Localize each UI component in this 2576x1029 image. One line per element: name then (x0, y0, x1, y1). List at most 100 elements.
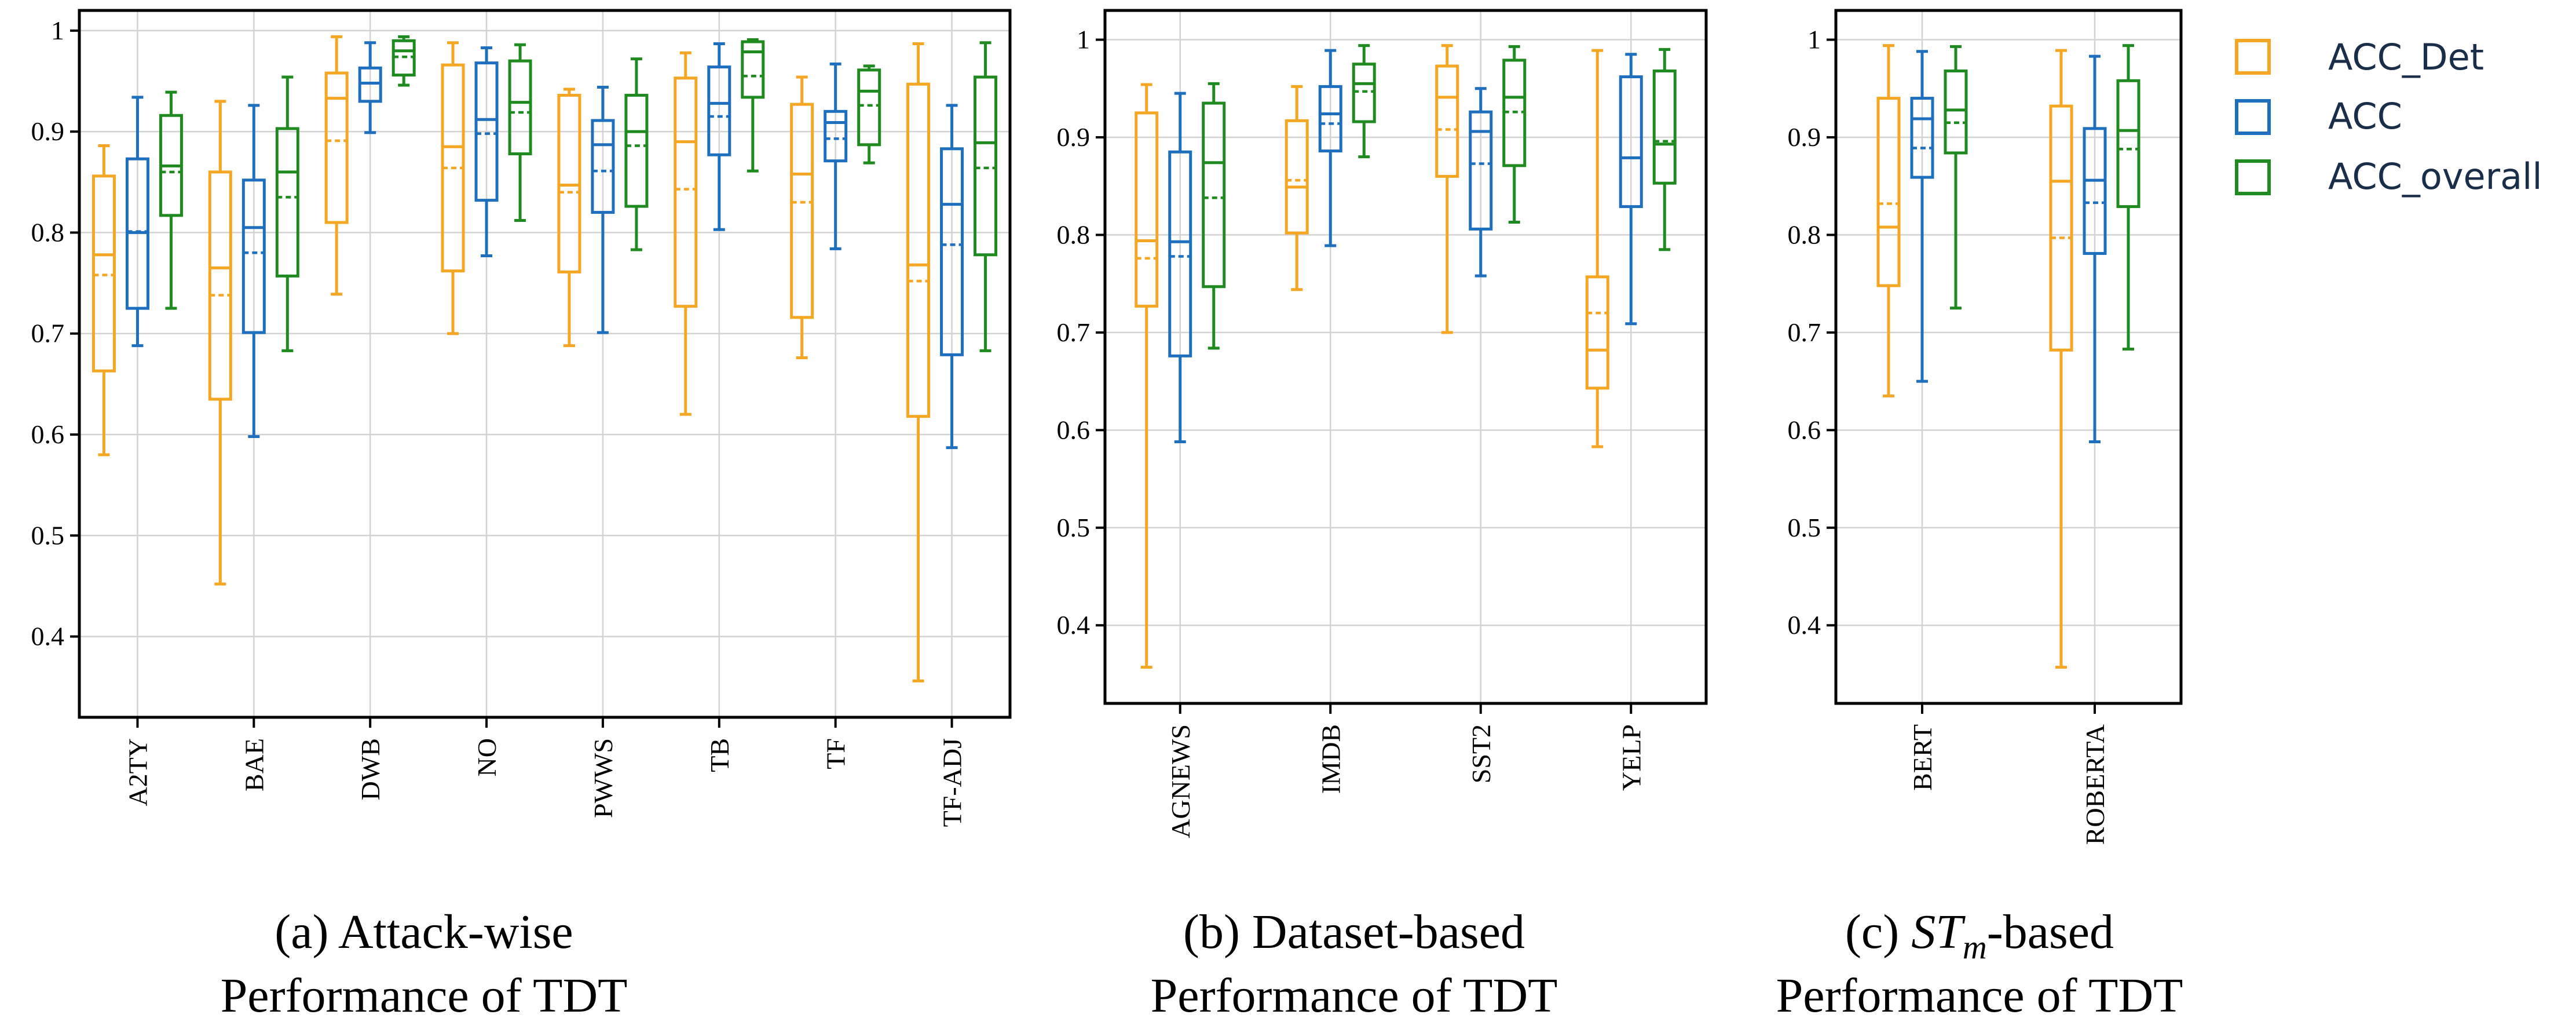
x-tick-label-imdb: IMDB (1316, 724, 1345, 794)
box-acc-det-tb (674, 51, 698, 416)
box-acc-overall-imdb (1352, 44, 1376, 159)
iqr-box (940, 147, 964, 356)
caption-a-line1: (a) Attack-wise (275, 905, 573, 959)
iqr-box (1585, 275, 1609, 390)
iqr-box (906, 82, 931, 418)
iqr-box (974, 75, 998, 257)
x-tick-label-tf-adj: TF-ADJ (938, 738, 967, 827)
box-acc-overall-no (508, 43, 532, 222)
iqr-box (1318, 85, 1342, 153)
caption-c-suffix: -based (1987, 905, 2114, 959)
box-acc-det-agnews (1135, 83, 1159, 669)
box-acc-a2ty (125, 96, 149, 348)
y-tick-label-0-4: 0.4 (31, 622, 65, 651)
y-tick-label-0-5: 0.5 (31, 520, 65, 550)
y-tick-label-0-8: 0.8 (31, 217, 65, 247)
caption-c-italic: ST (1911, 905, 1966, 959)
x-tick-label-bert: BERT (1908, 724, 1937, 791)
plot-frame (1103, 9, 1708, 705)
plot-frame (78, 9, 1012, 719)
iqr-box (674, 76, 698, 308)
x-tick-label-a2ty: A2TY (123, 738, 152, 807)
box-acc-tf (824, 62, 848, 250)
caption-c-prefix: (c) (1845, 905, 1911, 959)
box-acc-overall-tb (741, 38, 765, 173)
iqr-box (824, 110, 848, 163)
y-tick-label-0-4: 0.4 (1057, 610, 1091, 640)
box-acc-yelp (1619, 53, 1643, 326)
y-tick-label-0-7: 0.7 (1788, 318, 1821, 347)
iqr-box (741, 40, 765, 99)
box-acc-overall-a2ty (159, 90, 183, 310)
y-tick-label-0-5: 0.5 (1057, 513, 1091, 542)
legend-label-acc: ACC (2328, 95, 2402, 137)
iqr-box (1944, 69, 1968, 155)
box-acc-det-imdb (1285, 85, 1309, 291)
x-tick-label-sst2: SST2 (1466, 724, 1496, 783)
box-acc-overall-sst2 (1502, 45, 1527, 224)
iqr-box (1910, 97, 1934, 179)
box-acc-det-dwb (324, 35, 349, 296)
x-tick-label-tf: TF (821, 738, 851, 769)
x-tick-label-yelp: YELP (1616, 724, 1646, 791)
legend-swatch-acc (2235, 99, 2271, 135)
box-acc-det-pwws (557, 87, 581, 348)
caption-c-line2: Performance of TDT (1776, 969, 2183, 1023)
box-acc-roberta (2083, 54, 2107, 444)
iqr-box (1469, 110, 1493, 231)
captions: (a) Attack-wise Performance of TDT (b) D… (221, 905, 2183, 1023)
legend-label-acc-overall: ACC_overall (2328, 155, 2542, 198)
x-tick-label-tb: TB (705, 738, 734, 772)
iqr-box (275, 127, 299, 278)
box-acc-det-roberta (2049, 49, 2073, 669)
iqr-box (1285, 119, 1309, 235)
y-tick-label-1: 1 (1077, 25, 1090, 54)
iqr-box (1135, 111, 1159, 308)
box-acc-bert (1910, 50, 1934, 383)
box-acc-overall-bae (275, 75, 299, 352)
iqr-box (208, 170, 232, 401)
caption-a-line2: Performance of TDT (221, 969, 628, 1023)
x-tick-label-no: NO (472, 738, 502, 776)
box-acc-agnews (1168, 92, 1192, 444)
iqr-box (624, 93, 649, 208)
y-tick-label-0-9: 0.9 (31, 116, 65, 146)
box-acc-overall-dwb (391, 35, 416, 87)
y-tick-label-0-6: 0.6 (31, 419, 65, 449)
y-tick-label-0-7: 0.7 (31, 319, 65, 348)
y-tick-label-0-8: 0.8 (1788, 220, 1821, 249)
iqr-box (1652, 69, 1677, 185)
y-tick-label-0-9: 0.9 (1788, 122, 1821, 152)
plot-frame (1834, 9, 2183, 705)
box-acc-det-tf-adj (906, 42, 931, 683)
box-acc-det-yelp (1585, 49, 1609, 448)
box-acc-tb (707, 42, 731, 231)
charts-layer: 0.4 0.5 0.6 0.7 0.8 0.9 1 A2TY BAE DWB NO PWWS TB TF T… (31, 9, 2183, 845)
box-acc-overall-tf-adj (974, 41, 998, 352)
x-tick-label-pwws: PWWS (588, 738, 618, 818)
box-acc-tf-adj (940, 104, 964, 450)
box-acc-overall-pwws (624, 57, 649, 251)
iqr-box (1352, 63, 1376, 123)
x-tick-label-dwb: DWB (356, 738, 385, 800)
box-acc-overall-tf (857, 64, 881, 165)
iqr-box (324, 71, 349, 224)
caption-c-sub: m (1963, 928, 1987, 966)
iqr-box (474, 61, 499, 202)
box-acc-bae (241, 104, 266, 438)
y-tick-label-0-7: 0.7 (1057, 318, 1091, 347)
chart-panel-3: 0.4 0.5 0.6 0.7 0.8 0.9 1 BERT ROBERTA (1788, 9, 2183, 845)
box-acc-no (474, 46, 499, 258)
iqr-box (2116, 79, 2140, 209)
caption-b-line1: (b) Dataset-based (1183, 905, 1525, 959)
y-tick-label-1: 1 (51, 16, 64, 45)
caption-b-line2: Performance of TDT (1151, 969, 1558, 1023)
x-tick-label-agnews: AGNEWS (1166, 724, 1195, 838)
box-acc-det-a2ty (92, 144, 116, 457)
chart-panel-2: 0.4 0.5 0.6 0.7 0.8 0.9 1 AGNEWS IMDB SST2 YELP (1057, 9, 1708, 838)
y-tick-label-0-5: 0.5 (1788, 513, 1821, 542)
box-acc-pwws (591, 85, 615, 334)
iqr-box (358, 66, 382, 103)
iqr-box (1202, 101, 1226, 289)
